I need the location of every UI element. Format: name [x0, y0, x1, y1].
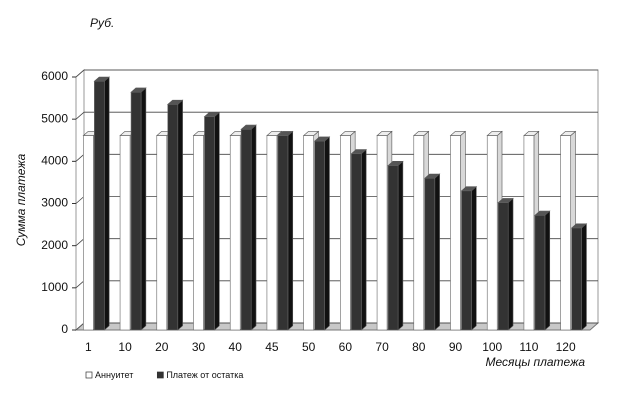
bar: [351, 153, 362, 331]
unit-label: Руб.: [90, 16, 114, 30]
bar: [156, 135, 168, 331]
floor: [74, 322, 600, 331]
bar: [119, 135, 131, 331]
bar: [571, 227, 582, 331]
bar-side: [581, 223, 587, 331]
bar: [523, 135, 535, 331]
bar: [167, 104, 179, 331]
x-tick-label: 20: [155, 340, 169, 354]
bar: [340, 135, 351, 331]
bar: [130, 91, 142, 331]
bar-side: [397, 160, 404, 331]
x-tick-label: 50: [302, 340, 316, 354]
y-tick-label: 6000: [41, 69, 68, 83]
bar-side: [361, 148, 367, 331]
bar: [424, 177, 436, 331]
bar-side: [507, 197, 514, 331]
x-tick-label: 110: [519, 340, 538, 354]
y-tick-label: 1000: [41, 280, 68, 294]
y-tick-label: 0: [61, 322, 68, 336]
bar-side: [471, 185, 477, 331]
bar: [450, 135, 461, 331]
x-tick-label: 60: [339, 340, 353, 354]
bar: [387, 165, 399, 331]
bar-side: [140, 87, 147, 331]
bar: [303, 135, 314, 331]
bar: [497, 202, 509, 331]
grid-line-side: [75, 154, 85, 162]
legend-label: Аннуитет: [95, 370, 133, 380]
grid-line-side: [75, 280, 85, 289]
x-tick-label: 30: [192, 340, 206, 354]
x-tick-label: 70: [375, 340, 389, 354]
bar-side: [324, 136, 330, 331]
bar: [229, 135, 241, 331]
bar: [193, 135, 204, 331]
x-tick-label: 100: [482, 340, 502, 354]
legend-swatch: [156, 371, 164, 379]
x-tick-label: 80: [412, 340, 426, 354]
bar: [376, 135, 388, 331]
grid-line-side: [75, 196, 85, 204]
y-tick-label: 5000: [41, 111, 68, 125]
bar: [83, 135, 94, 331]
bar-side: [214, 111, 220, 331]
bar: [266, 135, 278, 331]
bar-side: [434, 173, 440, 331]
bar-side: [177, 99, 183, 331]
bar: [314, 140, 325, 331]
x-tick-label: 40: [229, 340, 243, 354]
legend-swatch: [85, 371, 93, 379]
grid-line-side: [75, 322, 85, 331]
x-tick-label: 90: [449, 340, 463, 354]
bar: [534, 215, 546, 331]
x-axis-label: Месяцы платежа: [486, 355, 586, 369]
grid-line-side: [75, 238, 85, 246]
bar-side: [104, 76, 110, 331]
bar: [486, 135, 498, 331]
bar-side: [287, 130, 294, 331]
y-tick-label: 2000: [41, 238, 68, 252]
x-tick-label: 45: [265, 340, 279, 354]
y-tick-label: 3000: [41, 196, 68, 210]
bar: [94, 80, 105, 331]
grid-line-side: [75, 69, 85, 78]
bar: [240, 128, 252, 331]
bar-side: [250, 124, 257, 331]
grid-line-side: [75, 111, 85, 120]
bar-side: [544, 210, 551, 331]
legend-label: Платеж от остатка: [166, 370, 243, 380]
bar: [461, 190, 472, 331]
bar: [277, 135, 289, 331]
y-axis-label: Сумма платежа: [14, 153, 28, 246]
bar: [560, 135, 571, 331]
y-tick-label: 4000: [41, 154, 68, 168]
x-tick-label: 120: [556, 340, 576, 354]
bar: [204, 116, 215, 331]
x-tick-label: 10: [118, 340, 132, 354]
bar: [413, 135, 425, 331]
x-tick-label: 1: [85, 340, 92, 354]
